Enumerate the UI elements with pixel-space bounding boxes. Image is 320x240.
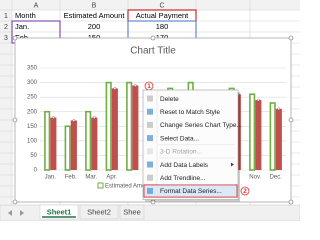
- sheet-tab[interactable]: [79, 204, 119, 220]
- cell: 200: [88, 22, 101, 31]
- menu-item[interactable]: Format Data Series...: [160, 188, 222, 195]
- callout-number: 1: [147, 83, 151, 90]
- callout-marker: [240, 186, 250, 196]
- bar: [44, 110, 51, 171]
- y-tick-label: 250: [27, 95, 38, 101]
- selection-handle: [277, 107, 281, 111]
- menu-icon: [147, 95, 153, 102]
- y-tick-label: 150: [27, 124, 38, 130]
- menu-icon: [147, 161, 153, 168]
- x-tick-label: Nov.: [249, 175, 261, 181]
- y-tick-label: 0: [34, 168, 38, 174]
- column-header: B: [92, 2, 97, 9]
- chart-title: Chart Title: [130, 46, 176, 57]
- resize-handle[interactable]: [12, 199, 18, 205]
- x-tick-label: Mar.: [85, 175, 97, 181]
- bar: [64, 125, 71, 171]
- menu-item[interactable]: Reset to Match Style: [160, 109, 220, 116]
- row-header: 1: [4, 13, 8, 20]
- cell: Estimated Amount: [64, 11, 126, 20]
- menu-icon: [147, 121, 153, 128]
- menu-item[interactable]: Change Series Chart Type...: [160, 122, 242, 129]
- y-tick-label: 100: [27, 138, 38, 144]
- bar: [126, 81, 133, 171]
- bar: [275, 108, 282, 170]
- column-header-bar: [0, 0, 300, 10]
- selection-handle: [72, 119, 76, 122]
- menu-item[interactable]: Add Data Labels: [160, 162, 209, 169]
- menu-icon: [147, 135, 153, 142]
- excel-window: A B C 1 Month Estimated Amount Actual Payment 2…: [0, 0, 300, 221]
- x-tick-label: Dec.: [270, 175, 283, 181]
- menu-item[interactable]: Add Trendline...: [160, 175, 206, 182]
- y-tick-label: 350: [27, 66, 38, 72]
- tab-nav-left[interactable]: [8, 210, 12, 216]
- resize-handle[interactable]: [12, 117, 18, 123]
- cell: Month: [15, 11, 36, 20]
- selection-handle: [52, 116, 55, 119]
- row-header: 3: [4, 35, 8, 42]
- menu-icon: [147, 108, 153, 115]
- selection-handle: [113, 87, 117, 90]
- sheet-tab[interactable]: [119, 204, 145, 220]
- cell: 180: [156, 22, 169, 31]
- legend-label: Estimated Amount: [105, 184, 154, 190]
- cell: 170: [156, 33, 169, 42]
- sheet-tab-label[interactable]: Shee: [123, 207, 141, 216]
- menu-icon: [147, 187, 153, 194]
- bar: [255, 100, 262, 170]
- cell: 150: [88, 33, 101, 42]
- sheet-tab-label[interactable]: Sheet2: [87, 207, 111, 216]
- resize-handle[interactable]: [150, 199, 156, 205]
- selection-handle: [257, 98, 260, 102]
- selection-handle: [134, 84, 137, 87]
- menu-item-highlight[interactable]: [143, 184, 238, 198]
- legend-swatch: [97, 182, 104, 189]
- column-header: A: [34, 2, 39, 9]
- row-header: 2: [4, 24, 8, 31]
- menu-item[interactable]: Select Data...: [160, 135, 199, 142]
- cell: Feb.: [15, 33, 30, 42]
- bar: [132, 85, 139, 170]
- bar: [70, 120, 77, 170]
- x-tick-label: Feb.: [65, 175, 77, 181]
- x-tick-label: Jan.: [45, 175, 57, 181]
- menu-icon: [147, 148, 153, 155]
- x-tick-label: Apr.: [106, 175, 117, 181]
- menu-item[interactable]: Delete: [160, 96, 179, 103]
- cell: Actual Payment: [136, 11, 189, 20]
- bar: [50, 117, 57, 170]
- menu-icon: [147, 174, 153, 181]
- sheet-tab[interactable]: [39, 204, 79, 220]
- resize-handle[interactable]: [288, 117, 294, 123]
- y-tick-label: 200: [27, 109, 38, 115]
- bar: [105, 81, 112, 171]
- callout-number: 2: [243, 188, 247, 195]
- bar: [85, 110, 92, 171]
- selection-handle: [93, 116, 96, 119]
- bar: [91, 117, 98, 170]
- row-header-bar: [0, 0, 12, 205]
- resize-handle[interactable]: [288, 199, 294, 205]
- submenu-arrow: [231, 162, 234, 167]
- bar: [249, 93, 256, 171]
- tab-nav-right[interactable]: [20, 210, 24, 216]
- resize-handle[interactable]: [12, 35, 18, 41]
- y-tick-label: 50: [30, 153, 37, 159]
- sheet-tab-label[interactable]: Sheet1: [47, 207, 72, 216]
- column-header: C: [159, 2, 164, 9]
- menu-item: 3-D Rotation...: [160, 149, 202, 156]
- bar: [111, 88, 118, 170]
- resize-handle[interactable]: [288, 35, 294, 41]
- cell: Jan.: [15, 22, 29, 31]
- bar: [269, 102, 276, 171]
- y-tick-label: 300: [27, 80, 38, 86]
- resize-handle[interactable]: [150, 35, 156, 41]
